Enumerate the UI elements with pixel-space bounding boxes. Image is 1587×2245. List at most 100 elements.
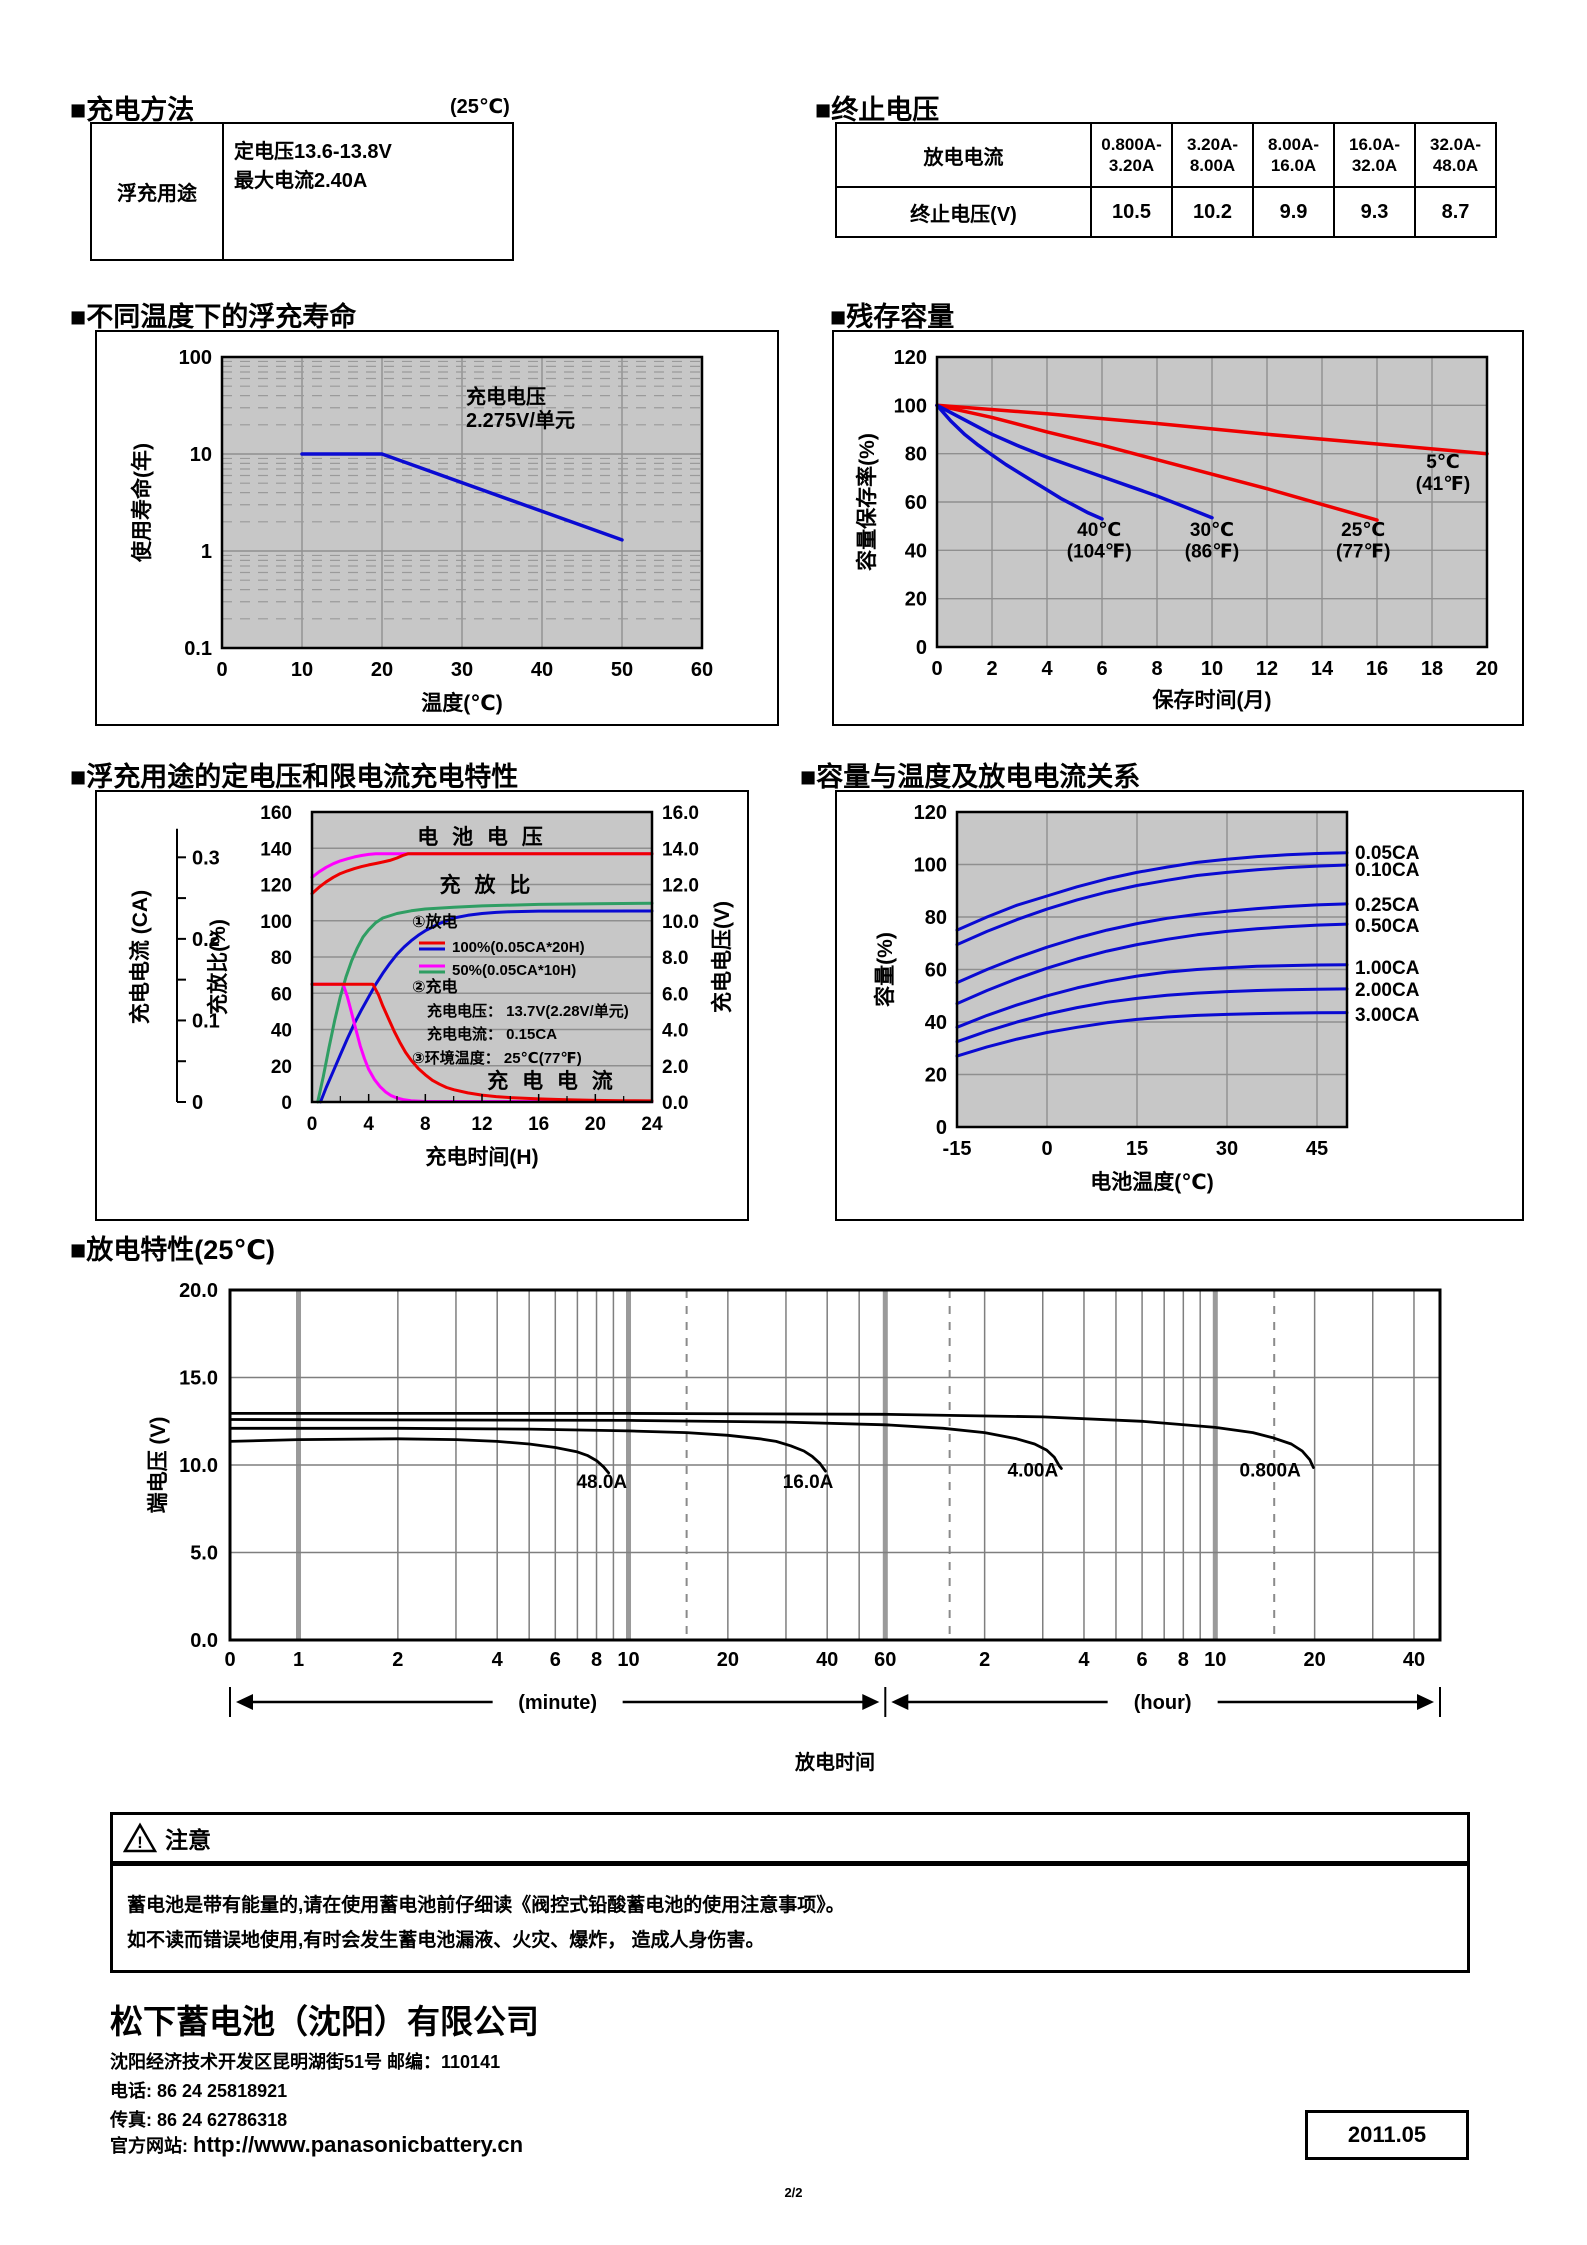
current-range-col: 3.20A- 8.00A	[1171, 122, 1254, 188]
svg-text:6: 6	[1096, 658, 1107, 680]
svg-text:1: 1	[293, 1649, 304, 1671]
cutoff-value: 8.7	[1414, 186, 1497, 238]
svg-text:4: 4	[363, 1114, 374, 1135]
capacity-temperature-title: ■容量与温度及放电电流关系	[800, 762, 1141, 792]
svg-text:24: 24	[641, 1114, 663, 1135]
svg-text:8.0: 8.0	[662, 948, 688, 969]
svg-text:2: 2	[392, 1649, 403, 1671]
svg-text:(104℉): (104℉)	[1067, 542, 1132, 563]
svg-text:电 池 电 压: 电 池 电 压	[417, 826, 547, 849]
svg-text:4.00A: 4.00A	[1008, 1460, 1059, 1481]
svg-text:16.0A: 16.0A	[783, 1472, 834, 1493]
svg-text:80: 80	[905, 444, 927, 466]
svg-text:10: 10	[617, 1649, 639, 1671]
svg-text:4: 4	[1078, 1649, 1090, 1671]
svg-text:20: 20	[905, 589, 927, 611]
svg-text:2: 2	[979, 1649, 990, 1671]
svg-text:40: 40	[271, 1021, 292, 1042]
svg-text:14.0: 14.0	[662, 839, 699, 860]
company-fax: 传真: 86 24 62786318	[110, 2110, 288, 2130]
svg-text:30: 30	[1216, 1138, 1238, 1160]
svg-text:60: 60	[925, 960, 947, 982]
svg-text:放电时间: 放电时间	[794, 1750, 875, 1774]
current-range-col: 8.00A- 16.0A	[1252, 122, 1335, 188]
warning-icon: !	[123, 1822, 157, 1853]
cutoff-value: 9.9	[1252, 186, 1335, 238]
svg-text:0.800A: 0.800A	[1240, 1460, 1302, 1481]
svg-text:(41℉): (41℉)	[1416, 474, 1470, 495]
company-website-row: 官方网站: http://www.panasonicbattery.cn	[110, 2132, 523, 2158]
website-label: 官方网站:	[110, 2136, 188, 2156]
charging-method-title: ■充电方法	[70, 95, 195, 125]
svg-text:12.0: 12.0	[662, 876, 699, 897]
svg-text:容量(%): 容量(%)	[873, 932, 897, 1007]
svg-text:10: 10	[1204, 1649, 1226, 1671]
svg-text:4.0: 4.0	[662, 1021, 688, 1042]
svg-text:45: 45	[1306, 1138, 1328, 1160]
svg-text:40: 40	[816, 1649, 838, 1671]
svg-text:0.3: 0.3	[192, 847, 220, 869]
svg-text:2: 2	[986, 658, 997, 680]
website-link[interactable]: http://www.panasonicbattery.cn	[193, 2132, 524, 2157]
svg-text:0: 0	[307, 1114, 318, 1135]
svg-text:4: 4	[492, 1649, 504, 1671]
svg-text:容量保存率(%): 容量保存率(%)	[855, 433, 879, 571]
svg-text:40: 40	[531, 659, 553, 681]
svg-text:100: 100	[179, 347, 212, 369]
svg-text:充电电流 (CA): 充电电流 (CA)	[128, 890, 152, 1024]
svg-text:120: 120	[914, 802, 947, 824]
svg-text:0: 0	[281, 1093, 292, 1114]
cutoff-voltage-table: 放电电流 0.800A- 3.20A 3.20A- 8.00A 8.00A- 16.0…	[835, 122, 1497, 238]
svg-text:100: 100	[914, 855, 947, 877]
svg-text:20: 20	[1476, 658, 1498, 680]
svg-text:2.0: 2.0	[662, 1057, 688, 1078]
svg-text:30: 30	[451, 659, 473, 681]
residual-capacity-title: ■残存容量	[830, 302, 955, 332]
svg-text:充 电 电 流: 充 电 电 流	[487, 1069, 617, 1093]
svg-text:48.0A: 48.0A	[576, 1472, 627, 1493]
svg-text:100%(0.05CA*20H): 100%(0.05CA*20H)	[452, 939, 585, 956]
svg-text:3.00CA: 3.00CA	[1355, 1005, 1420, 1026]
svg-text:充电电压: 充电电压	[466, 385, 546, 409]
svg-text:0: 0	[216, 659, 227, 681]
svg-text:20.0: 20.0	[179, 1280, 218, 1302]
svg-text:10.0: 10.0	[179, 1455, 218, 1477]
svg-text:16: 16	[528, 1114, 549, 1135]
svg-text:25℃: 25℃	[1341, 520, 1385, 541]
max-current-value: 最大电流2.40A	[234, 170, 368, 192]
svg-text:60: 60	[905, 492, 927, 514]
company-address: 沈阳经济技术开发区昆明湖街51号 邮编：110141	[110, 2052, 501, 2072]
svg-text:0: 0	[931, 658, 942, 680]
svg-text:0.0: 0.0	[190, 1630, 218, 1652]
svg-text:60: 60	[271, 984, 292, 1005]
svg-text:0: 0	[224, 1649, 235, 1671]
current-range-col: 0.800A- 3.20A	[1090, 122, 1173, 188]
svg-text:160: 160	[260, 803, 292, 824]
svg-text:②充电: ②充电	[412, 977, 458, 996]
svg-text:120: 120	[894, 347, 927, 369]
revision-date: 2011.05	[1305, 2110, 1469, 2160]
svg-text:40: 40	[925, 1012, 947, 1034]
svg-text:!: !	[137, 1833, 143, 1852]
svg-text:8: 8	[1178, 1649, 1189, 1671]
svg-text:4: 4	[1041, 658, 1053, 680]
svg-text:2.00CA: 2.00CA	[1355, 980, 1420, 1001]
svg-text:20: 20	[717, 1649, 739, 1671]
svg-text:0.0: 0.0	[662, 1093, 688, 1114]
svg-text:(minute): (minute)	[518, 1692, 597, 1714]
svg-text:5.0: 5.0	[190, 1543, 218, 1565]
discharge-current-label: 放电电流	[835, 122, 1092, 188]
charge-characteristics-title: ■浮充用途的定电压和限电流充电特性	[70, 762, 519, 792]
charging-values: 定电压13.6-13.8V 最大电流2.40A	[224, 124, 512, 259]
svg-text:①放电: ①放电	[412, 912, 458, 931]
svg-text:14: 14	[1311, 658, 1334, 680]
float-life-title: ■不同温度下的浮充寿命	[70, 302, 357, 332]
svg-text:8: 8	[1151, 658, 1162, 680]
svg-text:0.25CA: 0.25CA	[1355, 895, 1420, 916]
residual-capacity-chart: 0 2 4 6 8 10 12 14 16 18 20 0 20 40 60 80 100 120 保存时间(月) 容…	[832, 330, 1524, 726]
svg-text:15: 15	[1126, 1138, 1148, 1160]
svg-text:(86℉): (86℉)	[1185, 542, 1239, 563]
svg-text:充电电压(V): 充电电压(V)	[710, 901, 734, 1013]
svg-text:20: 20	[371, 659, 393, 681]
current-range-col: 16.0A- 32.0A	[1333, 122, 1416, 188]
